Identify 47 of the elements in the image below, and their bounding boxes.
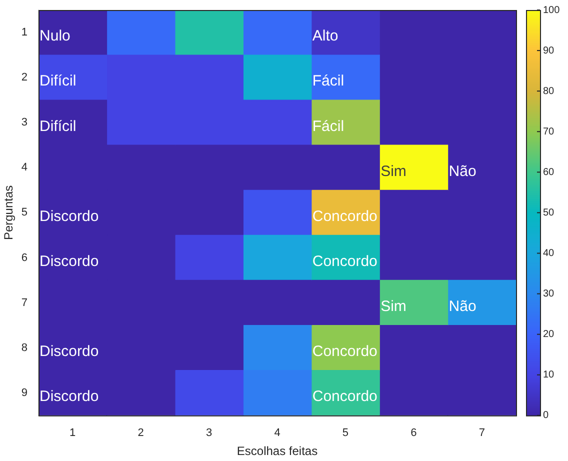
color-bar-label: 20	[543, 329, 555, 340]
data-label: Discordo	[40, 208, 99, 225]
data-label: Sim	[380, 162, 406, 180]
y-tick-label: 8	[21, 342, 28, 354]
color-bar-label: 50	[543, 207, 555, 218]
y-tick-label: 1	[21, 26, 28, 39]
data-label: Discordo	[40, 342, 99, 360]
color-bar-label: 100	[543, 4, 560, 16]
color-bar-label: 70	[543, 126, 555, 138]
x-tick-label: 6	[410, 427, 417, 440]
color-bar-label: 30	[543, 288, 555, 300]
color-bar-label: 80	[543, 86, 555, 97]
x-tick-label: 5	[342, 427, 349, 440]
color-bar-label: 10	[543, 370, 555, 381]
y-tick-label: 9	[21, 386, 28, 399]
color-bar-label: 90	[543, 45, 555, 56]
data-label: Sim	[380, 298, 406, 315]
data-label: Não	[448, 162, 476, 180]
x-tick-label: 4	[274, 427, 280, 440]
data-label: Fácil	[312, 118, 344, 135]
x-axis-title: Escolhas feitas	[236, 444, 318, 458]
color-bar-label: 60	[543, 166, 555, 178]
y-tick-label: 3	[21, 116, 28, 129]
data-label: Discordo	[40, 252, 99, 270]
x-tick-label: 3	[206, 427, 212, 440]
data-label: Difícil	[40, 118, 76, 135]
data-label: Fácil	[312, 72, 344, 90]
y-tick-label: 2	[21, 72, 28, 84]
data-label: Concordo	[312, 342, 378, 360]
x-tick-label: 2	[138, 427, 144, 440]
data-label: Alto	[312, 28, 338, 45]
data-label: Não	[448, 298, 476, 315]
color-bar-label: 0	[543, 410, 549, 422]
y-tick-label: 6	[21, 252, 28, 264]
data-label: Nulo	[40, 28, 70, 45]
data-label: Concordo	[312, 388, 378, 406]
data-label: Concordo	[312, 208, 378, 225]
y-tick-label: 4	[21, 162, 28, 174]
y-tick-label: 5	[21, 206, 28, 219]
data-label: Difícil	[40, 72, 76, 90]
color-bar-label: 40	[543, 248, 555, 259]
y-tick-label: 7	[21, 296, 28, 309]
data-label: Discordo	[40, 388, 99, 406]
x-tick-label: 1	[70, 427, 76, 440]
x-tick-label: 7	[478, 427, 485, 440]
y-axis-title: Perguntas	[2, 185, 16, 240]
data-label: Concordo	[312, 252, 378, 270]
